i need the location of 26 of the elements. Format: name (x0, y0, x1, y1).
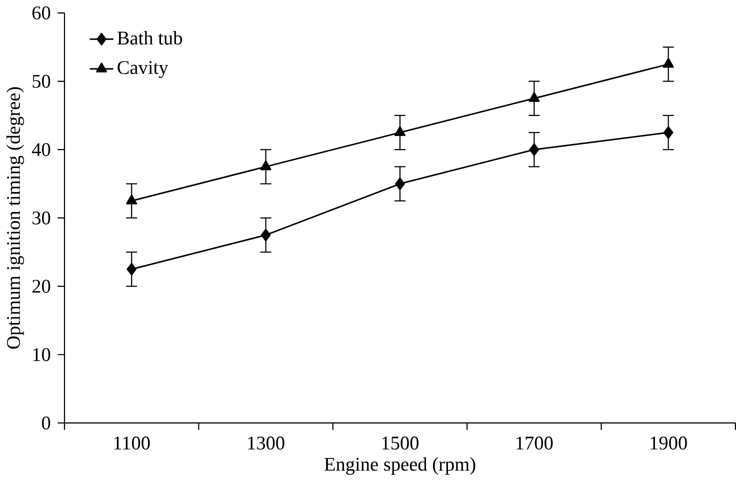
point (528, 92, 540, 102)
point (394, 126, 406, 136)
x-tick-label: 1100 (114, 436, 150, 450)
y-tick-label: 60 (32, 6, 50, 20)
legend-label: Cavity (118, 60, 168, 78)
point (126, 262, 136, 276)
y-tick-label: 0 (42, 416, 50, 430)
y-tick-label: 40 (32, 143, 50, 156)
x-tick-label: 1900 (650, 436, 687, 450)
point (395, 177, 405, 190)
legend-label: Bath tub (117, 30, 182, 45)
x-axis-title: Engine speed (rpm) (324, 457, 476, 475)
point (126, 194, 138, 204)
y-tick-label: 50 (32, 74, 50, 88)
y-tick-label: 30 (32, 211, 50, 224)
point (662, 58, 674, 68)
x-tick-label: 1300 (248, 436, 284, 450)
point (663, 126, 674, 139)
y-axis-title: Optimum ignition timing (degree) (6, 87, 24, 349)
point (260, 228, 271, 242)
point (260, 160, 272, 170)
x-tick-label: 1700 (516, 436, 553, 450)
y-tick-label: 10 (33, 348, 50, 362)
point (529, 143, 540, 156)
y-tick-label: 20 (32, 280, 50, 293)
x-tick-label: 1500 (382, 436, 419, 450)
